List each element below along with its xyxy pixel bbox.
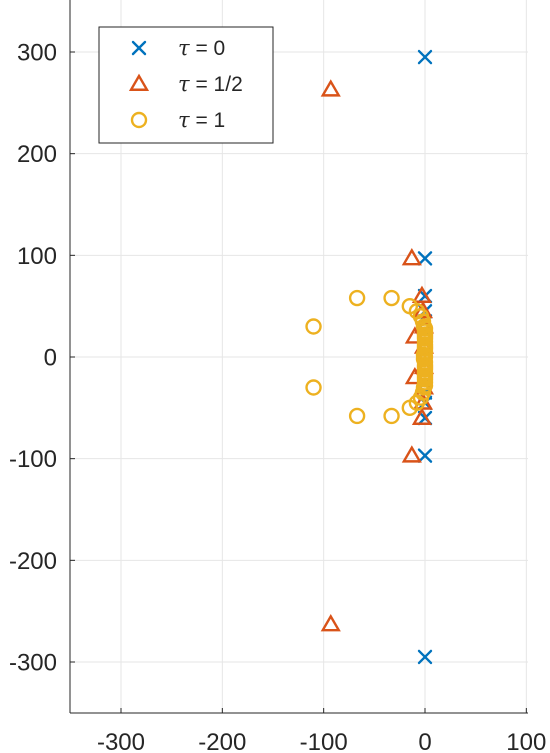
- data-point: [417, 251, 433, 266]
- legend: τ = 0τ = 1/2τ = 1: [98, 26, 274, 144]
- data-point: [401, 247, 422, 266]
- data-point: [411, 407, 433, 425]
- legend-label: τ = 1: [178, 108, 225, 132]
- data-point: [401, 445, 422, 463]
- legend-label: τ = 0: [178, 36, 225, 60]
- y-tick-label: 100: [17, 243, 57, 270]
- x-tick-label: 0: [418, 729, 431, 753]
- y-tick-label: -300: [9, 650, 57, 677]
- data-point: [416, 326, 434, 343]
- legend-value: = 0: [190, 37, 226, 60]
- y-tick-label: -200: [9, 548, 57, 575]
- legend-box: [98, 26, 274, 144]
- x-tick-label: -100: [300, 729, 348, 753]
- legend-marker: [130, 111, 148, 129]
- data-point: [416, 361, 434, 378]
- marker-stroke: [131, 40, 147, 56]
- data-point: [348, 289, 366, 307]
- legend-symbol: τ: [178, 108, 190, 132]
- data-point: [305, 379, 322, 396]
- tick-labels: -300 -200 -100 0 100 300 200 100 0 -100 -200 -300: [9, 40, 546, 753]
- data-point: [305, 318, 322, 335]
- data-point: [417, 49, 433, 65]
- marker-stroke: [417, 49, 433, 65]
- marker-stroke: [417, 288, 433, 304]
- marker-stroke: [417, 251, 433, 266]
- x-tick-label: -200: [198, 729, 246, 753]
- y-tick-label: -100: [9, 446, 57, 473]
- x-tick-label: 100: [506, 729, 546, 753]
- marker-stroke: [417, 649, 433, 665]
- legend-label: τ = 1/2: [178, 72, 243, 96]
- legend-marker: [128, 73, 150, 91]
- data-point: [416, 336, 434, 353]
- legend-value: = 1: [190, 109, 226, 132]
- legend-symbol: τ: [178, 36, 190, 60]
- axes: [69, 0, 528, 714]
- marker-stroke: [417, 448, 433, 463]
- data-point: [320, 79, 341, 97]
- legend-value: = 1/2: [190, 73, 243, 96]
- data-point: [416, 320, 434, 337]
- legend-marker: [131, 40, 147, 56]
- legend-symbol: τ: [178, 72, 190, 96]
- marker-stroke: [417, 410, 433, 426]
- data-point: [383, 289, 400, 307]
- x-tick-label: -300: [97, 729, 145, 753]
- y-tick-label: 0: [44, 345, 57, 372]
- series-circle: [305, 289, 434, 425]
- data-point: [320, 613, 341, 632]
- data-point: [417, 649, 433, 665]
- data-point: [416, 371, 434, 388]
- data-point: [417, 448, 433, 463]
- data-series: [305, 49, 435, 665]
- data-point: [383, 407, 400, 425]
- data-point: [411, 285, 433, 303]
- data-point: [348, 407, 366, 425]
- data-point: [416, 377, 434, 394]
- y-tick-label: 200: [17, 141, 57, 168]
- y-tick-label: 300: [17, 40, 57, 67]
